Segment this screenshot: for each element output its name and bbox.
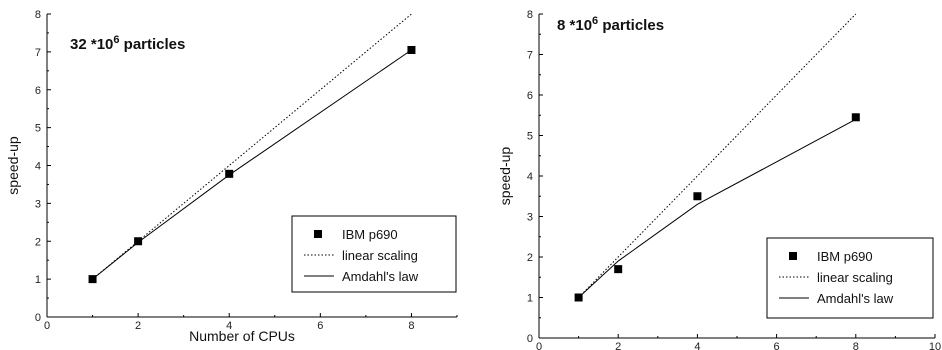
y-axis-label: speed-up [5,136,21,195]
linear-scaling-line [92,13,412,280]
legend-label: IBM p690 [342,227,398,242]
legend-label: Amdahl's law [817,291,894,306]
y-tick-label: 5 [35,123,41,135]
chart-panel-1: 0 1 2 3 4 5 6 7 8 0 2 4 6 8 Number of CPUs speed-up 32 *… [5,9,458,344]
legend-label: linear scaling [342,248,418,263]
data-point-marker [851,113,860,122]
y-tick-label: 6 [527,90,533,102]
chart-title: 8 *106 particles [557,15,664,34]
y-axis-label: speed-up [497,147,513,206]
y-tick-label: 7 [527,50,533,62]
legend: IBM p690 linear scaling Amdahl's law [291,215,457,293]
legend-marker [314,230,322,238]
y-tick-label: 8 [527,9,533,21]
amdahls-law-line [92,49,412,280]
y-tick-label: 6 [35,85,41,97]
x-tick-label: 10 [929,341,941,350]
x-tick-label: 6 [317,320,323,332]
data-point-marker [574,293,583,302]
data-point-marker [88,275,97,284]
y-tick-label: 1 [527,293,533,305]
y-tick-label: 0 [527,333,533,345]
x-tick-label: 2 [135,320,141,332]
chart-title: 32 *106 particles [70,34,185,53]
data-point-marker [225,169,234,178]
legend-marker [789,252,797,260]
y-tick-label: 7 [35,47,41,59]
linear-scaling-line [578,13,857,298]
chart-panel-2: 0123456780246810Number of CPUsspeed-up8 … [497,9,941,350]
y-tick-label: 3 [35,198,41,210]
x-tick-label: 6 [774,341,780,350]
legend: IBM p690 linear scaling Amdahl's law [766,237,934,319]
y-tick-label: 4 [35,161,41,173]
x-tick-label: 2 [615,341,621,350]
legend-label: linear scaling [817,270,893,285]
legend-label: Amdahl's law [342,269,419,284]
data-point-marker [134,237,143,246]
y-tick-label: 2 [527,252,533,264]
y-tick-label: 1 [35,274,41,286]
y-tick-label: 2 [35,236,41,248]
x-tick-label: 0 [44,320,50,332]
legend-box [291,215,457,293]
x-tick-label: 0 [536,341,542,350]
y-tick-label: 5 [527,131,533,143]
data-point-marker [407,45,416,54]
legend-label: IBM p690 [817,249,873,264]
data-point-marker [614,265,623,274]
x-tick-label: 4 [694,341,700,350]
amdahls-law-line [578,118,857,298]
y-tick-label: 8 [35,9,41,21]
x-tick-label: 8 [853,341,859,350]
x-tick-label: 8 [408,320,414,332]
x-tick-label: 4 [226,320,232,332]
y-tick-label: 4 [527,171,533,183]
y-tick-label: 0 [35,312,41,324]
y-tick-label: 3 [527,212,533,224]
data-point-marker [693,192,702,201]
x-axis-label: Number of CPUs [189,328,295,344]
legend-box [766,237,934,319]
